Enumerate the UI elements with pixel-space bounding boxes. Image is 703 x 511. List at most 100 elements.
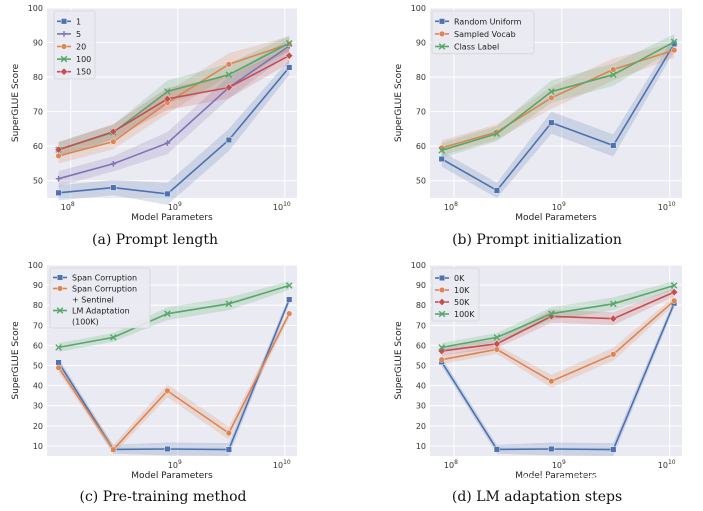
y-axis-label: SuperGLUE Score (11, 63, 21, 142)
series-band (58, 36, 290, 164)
legend-label: (100K) (72, 318, 99, 327)
data-point (438, 147, 445, 154)
data-point (438, 344, 445, 351)
data-point (610, 300, 617, 308)
x-axis-label: Model Parameters (131, 213, 213, 223)
series-band (58, 281, 290, 352)
chart-panel-2: 50 60 70 80 90 100 108 109 1010 Model Parameters S… (394, 4, 682, 248)
y-tick-label: 70 (416, 108, 426, 117)
y-tick-label: 80 (416, 73, 426, 82)
x-tick-label: 1010 (273, 201, 291, 212)
y-tick-label: 30 (416, 402, 426, 411)
chart-panel-3: 10 20 30 40 50 60 70 80 90 100 109 1010 Model Parame… (11, 261, 297, 505)
legend-box (431, 267, 480, 322)
data-point (670, 38, 678, 46)
data-point (110, 161, 117, 167)
y-tick-label: 40 (416, 382, 426, 391)
legend-label: Span Corruption (72, 285, 137, 294)
y-tick-label: 10 (416, 442, 426, 451)
legend-marker (439, 275, 446, 282)
legend-marker (57, 285, 64, 292)
y-tick-label: 60 (33, 341, 43, 350)
y-tick-label: 40 (33, 382, 43, 391)
legend-marker (61, 18, 68, 25)
y-tick-label: 90 (33, 281, 43, 290)
y-tick-label: 50 (416, 362, 426, 371)
data-point (610, 66, 617, 73)
legend-marker (57, 274, 64, 281)
data-point (493, 187, 500, 194)
y-tick-label: 70 (33, 321, 43, 330)
legend-marker (438, 298, 446, 306)
chart-panel-4: 10 20 30 40 50 60 70 80 90 100 108 109 1010 Model Par… (394, 261, 682, 505)
legend-label: 5 (76, 30, 81, 39)
legend-label: 50K (454, 298, 470, 307)
x-tick-label: 108 (444, 459, 458, 470)
y-tick-label: 70 (33, 108, 43, 117)
legend-box (53, 10, 96, 80)
y-tick-label: 100 (411, 261, 426, 270)
legend-marker (438, 43, 446, 50)
data-point (163, 94, 172, 103)
data-point (548, 88, 555, 95)
y-tick-label: 50 (33, 177, 43, 186)
legend-label: Sampled Vocab (454, 30, 516, 39)
data-point (548, 94, 555, 101)
legend-marker (60, 67, 68, 76)
y-tick-label: 80 (33, 73, 43, 82)
y-tick-label: 60 (416, 341, 426, 350)
y-tick-label: 100 (411, 4, 426, 13)
series-band (441, 36, 675, 198)
legend-label: 150 (76, 68, 91, 77)
data-point (55, 344, 62, 351)
legend-marker (439, 18, 446, 25)
data-point (548, 445, 555, 452)
legend-label: 20 (76, 43, 86, 52)
y-axis-label: SuperGLUE Score (394, 321, 404, 400)
y-tick-label: 20 (33, 422, 43, 431)
data-point (164, 140, 171, 146)
data-point (55, 152, 62, 159)
chart-caption: (d) LM adaptation steps (452, 489, 622, 505)
data-point (55, 189, 62, 196)
y-tick-label: 50 (33, 362, 43, 371)
data-point (225, 300, 233, 308)
data-point (548, 378, 555, 385)
data-point (164, 310, 171, 317)
data-point (493, 334, 501, 341)
y-tick-label: 60 (416, 142, 426, 151)
y-tick-label: 20 (416, 422, 426, 431)
data-point (610, 446, 617, 453)
legend-label: LM Adaptation (72, 307, 130, 316)
data-point (286, 296, 293, 303)
legend-marker (61, 43, 68, 50)
data-point (285, 39, 293, 47)
data-point (286, 310, 293, 317)
x-tick-label: 1010 (658, 201, 676, 212)
data-point (225, 430, 232, 437)
data-point (286, 64, 293, 71)
data-point (609, 314, 618, 323)
x-axis-label: Model Parameters (131, 471, 213, 481)
y-tick-label: 30 (33, 402, 43, 411)
legend-marker (439, 287, 446, 294)
legend-label: Class Label (454, 43, 499, 52)
data-point (225, 61, 232, 68)
data-point (164, 190, 171, 197)
y-tick-label: 60 (33, 142, 43, 151)
data-point (110, 446, 117, 453)
x-tick-label: 1010 (273, 459, 291, 470)
y-tick-label: 10 (33, 442, 43, 451)
data-point (225, 446, 232, 453)
legend-label: Random Uniform (454, 17, 522, 26)
data-point (225, 136, 232, 143)
data-point (110, 184, 117, 191)
chart-caption: (a) Prompt length (92, 232, 218, 248)
y-tick-label: 90 (416, 39, 426, 48)
data-point (438, 155, 445, 162)
watermark-text: 知乎 @爱喝山庄梁朝伟 (522, 473, 677, 491)
data-point (55, 359, 62, 366)
data-point (548, 310, 555, 317)
data-point (438, 356, 445, 363)
